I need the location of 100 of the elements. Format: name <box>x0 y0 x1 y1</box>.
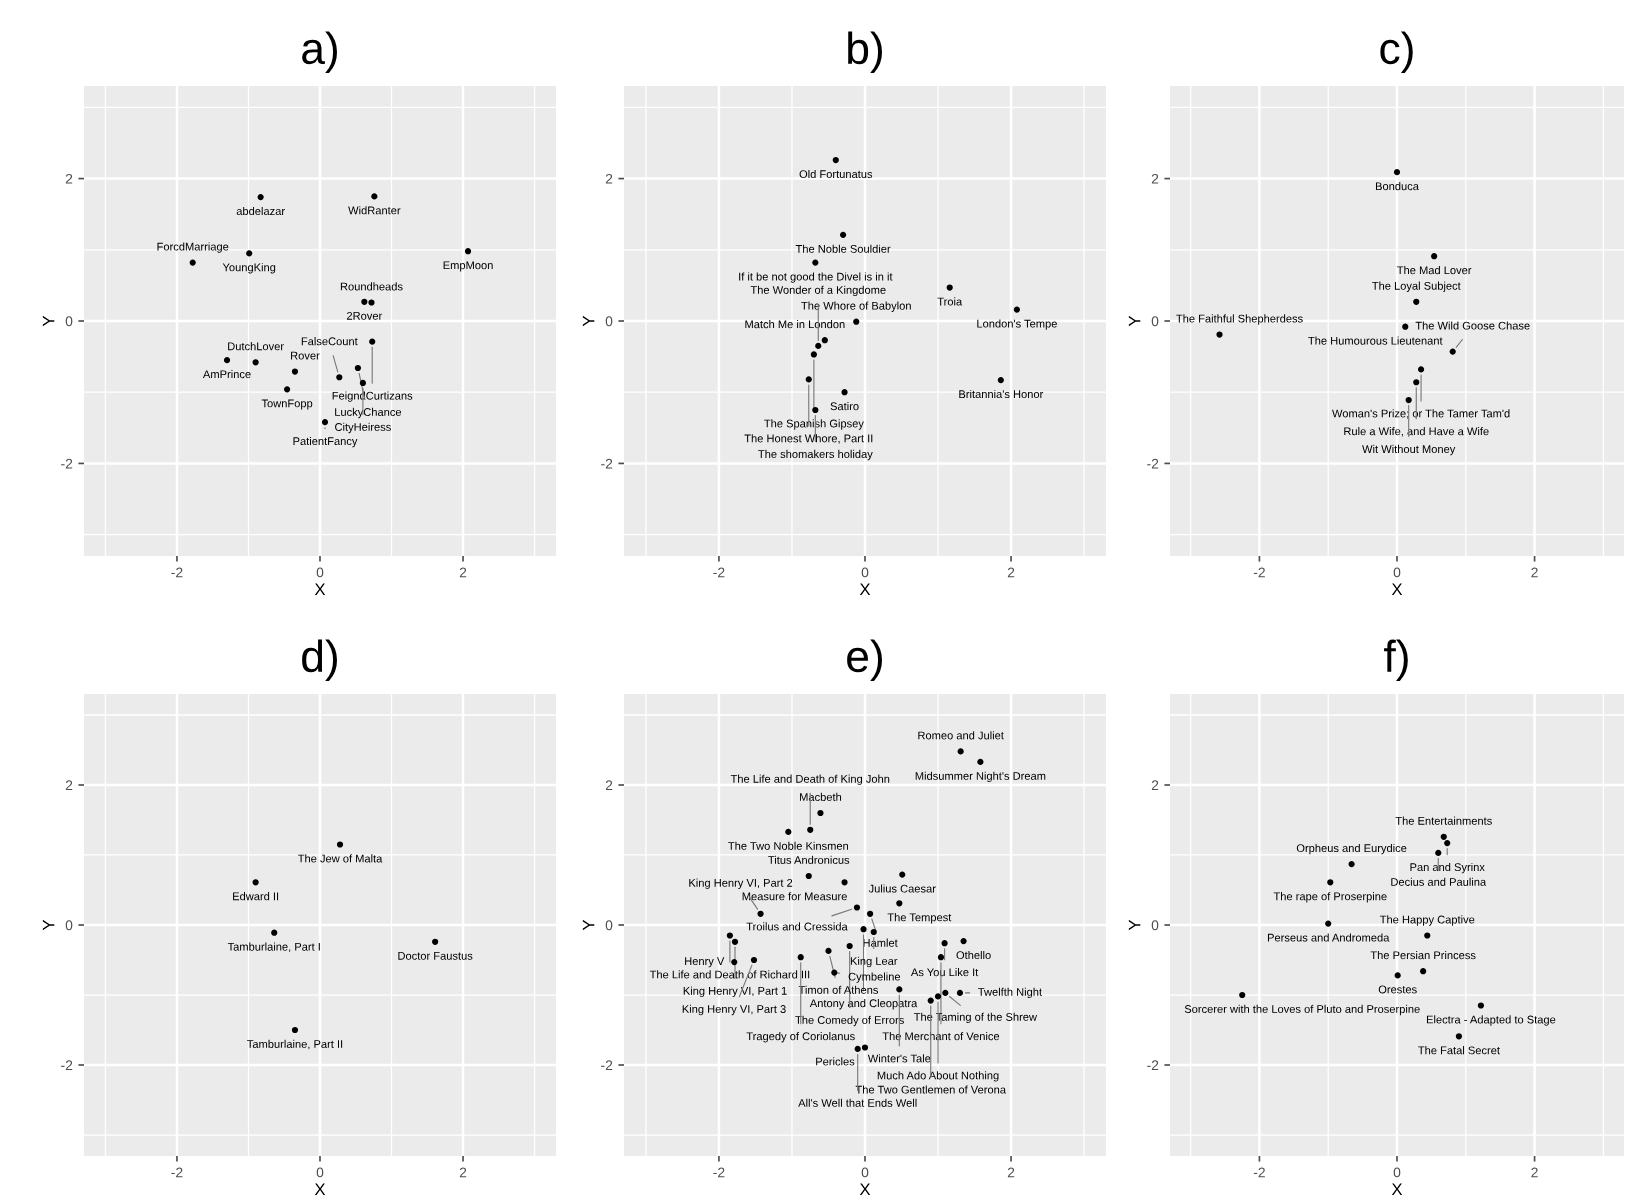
x-axis-title: X <box>314 1183 326 1195</box>
point <box>807 826 814 833</box>
point <box>815 342 822 350</box>
y-axis-title: Y <box>42 315 55 327</box>
point <box>899 871 906 878</box>
point <box>941 940 948 947</box>
chart-title: d) <box>302 639 337 681</box>
point <box>997 377 1004 384</box>
point <box>1431 253 1438 260</box>
point <box>861 1044 869 1051</box>
chart-title: f) <box>1384 639 1408 681</box>
point <box>291 1026 299 1034</box>
y-axis-title: Y <box>42 919 55 931</box>
point <box>1413 379 1420 386</box>
point <box>246 250 253 257</box>
point <box>432 938 439 945</box>
point <box>371 193 378 200</box>
point <box>853 318 860 325</box>
point <box>223 357 231 364</box>
point <box>927 997 934 1004</box>
chart-title: c) <box>1380 31 1413 73</box>
point <box>368 299 375 306</box>
point <box>464 248 472 255</box>
point <box>956 989 964 997</box>
point <box>896 900 903 907</box>
point <box>960 937 967 945</box>
point <box>361 298 368 305</box>
point <box>257 193 264 201</box>
point <box>354 364 362 372</box>
y-axis-title: Y <box>582 315 595 327</box>
y-axis-title: Y <box>1128 919 1141 931</box>
x-axis-title: X <box>859 1183 871 1195</box>
point <box>291 368 299 375</box>
point <box>934 993 942 1000</box>
point <box>284 386 291 393</box>
point <box>797 954 804 961</box>
x-axis-title: X <box>1391 1183 1403 1195</box>
point <box>1477 1002 1485 1009</box>
point <box>810 351 817 358</box>
point <box>846 942 853 950</box>
point <box>1402 323 1409 330</box>
point <box>832 156 839 164</box>
point <box>1239 991 1246 999</box>
point <box>1394 972 1401 979</box>
point <box>812 406 819 414</box>
point <box>757 910 764 917</box>
x-axis-title: X <box>1391 583 1403 595</box>
point <box>841 879 848 886</box>
point <box>1216 331 1223 338</box>
point <box>1413 298 1420 305</box>
point <box>726 932 733 939</box>
point <box>896 986 903 993</box>
point <box>853 904 861 911</box>
chart-title: a) <box>302 31 337 73</box>
x-axis-title: X <box>314 583 326 595</box>
point <box>252 359 259 366</box>
y-axis-title: Y <box>582 919 595 931</box>
point <box>841 389 848 396</box>
point <box>1424 932 1431 939</box>
point <box>359 379 367 387</box>
point <box>1420 968 1427 975</box>
point <box>750 956 758 964</box>
point <box>957 748 964 755</box>
point <box>1393 169 1401 176</box>
point <box>817 809 824 817</box>
point <box>252 879 259 886</box>
point <box>812 259 819 266</box>
point <box>1327 879 1334 886</box>
point <box>1435 849 1442 857</box>
point <box>1325 920 1332 927</box>
point <box>336 841 344 848</box>
point <box>1013 306 1021 313</box>
chart-title: e) <box>847 639 882 681</box>
point <box>946 284 953 291</box>
point <box>1417 366 1425 373</box>
point <box>860 926 867 933</box>
point <box>731 938 739 945</box>
point <box>271 929 278 936</box>
point <box>1444 839 1451 847</box>
point <box>977 758 984 766</box>
point <box>937 954 945 961</box>
point <box>336 374 343 381</box>
chart-title: b) <box>848 31 882 73</box>
point <box>321 419 329 426</box>
point <box>867 910 874 917</box>
point <box>821 337 828 344</box>
point <box>839 231 847 238</box>
point <box>369 338 376 345</box>
point <box>942 989 949 997</box>
point <box>805 376 812 383</box>
point <box>825 947 832 955</box>
x-axis-title: X <box>859 583 871 595</box>
point <box>1405 396 1412 404</box>
point <box>1440 833 1447 840</box>
point <box>870 928 877 936</box>
point <box>189 259 196 266</box>
y-axis-title: Y <box>1128 315 1141 327</box>
point <box>805 872 812 880</box>
point <box>1455 1033 1463 1040</box>
point <box>1348 860 1355 868</box>
